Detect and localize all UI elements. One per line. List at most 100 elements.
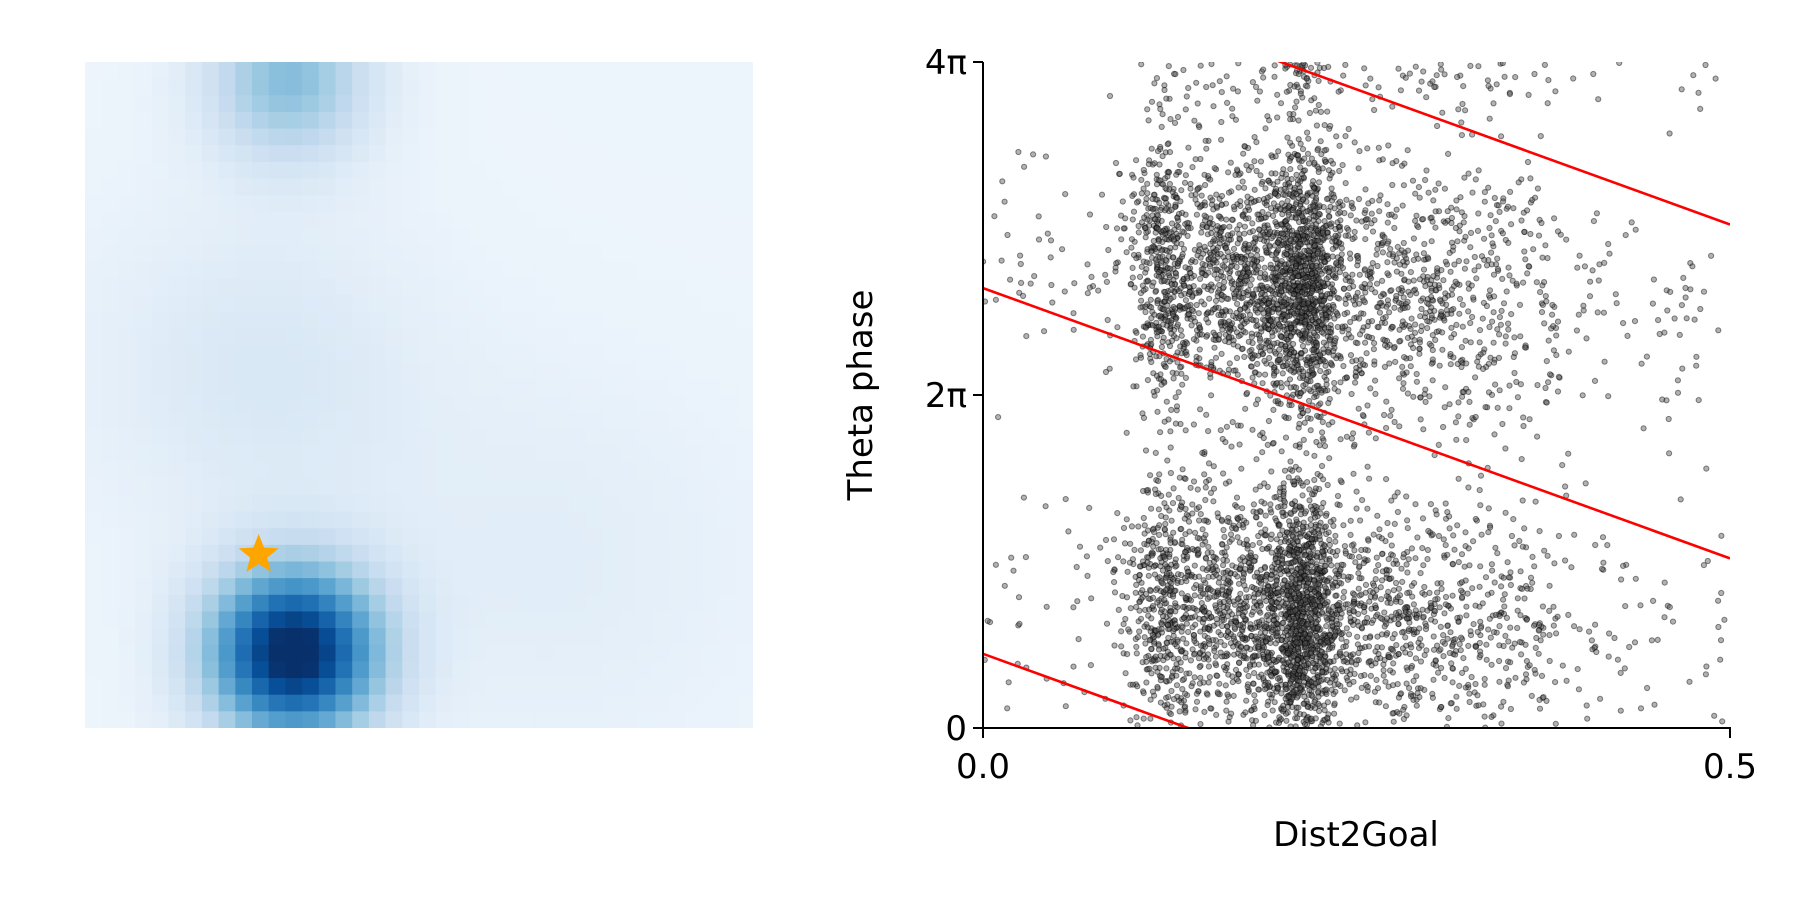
scatter-point — [1503, 288, 1510, 295]
heatmap-cell — [85, 611, 103, 629]
heatmap-cell — [602, 345, 620, 363]
heatmap-cell — [435, 311, 453, 329]
heatmap-cell — [652, 628, 671, 646]
scatter-point — [1201, 451, 1208, 458]
heatmap-cell — [652, 694, 671, 712]
heatmap-cell — [686, 161, 704, 180]
scatter-point — [1530, 622, 1538, 629]
heatmap-cell — [252, 644, 270, 662]
scatter-point — [1302, 630, 1309, 637]
scatter-point — [1315, 145, 1322, 152]
heatmap-cell — [452, 561, 470, 579]
scatter-point — [1432, 186, 1439, 193]
scatter-point — [1531, 563, 1538, 570]
scatter-point — [1410, 344, 1417, 352]
heatmap-cell — [335, 511, 353, 529]
scatter-point — [1104, 558, 1111, 565]
heatmap-cell — [302, 261, 320, 280]
heatmap-cell — [586, 78, 604, 96]
heatmap-cell — [252, 444, 270, 463]
heatmap-cell — [252, 345, 270, 363]
scatter-point — [1195, 688, 1202, 695]
scatter-point — [1302, 208, 1310, 215]
heatmap-cell — [368, 245, 387, 263]
scatter-point — [1319, 429, 1326, 436]
heatmap-cell — [419, 245, 437, 263]
heatmap-cell — [569, 78, 587, 96]
heatmap-cell — [602, 245, 620, 263]
scatter-point — [1467, 62, 1474, 70]
scatter-point — [1350, 621, 1357, 629]
scatter-point — [1295, 259, 1302, 267]
scatter-point — [1496, 331, 1503, 338]
heatmap-cell — [201, 161, 220, 180]
scatter-point — [1073, 563, 1080, 571]
heatmap-cell — [85, 528, 103, 546]
scatter-point — [1227, 531, 1235, 538]
heatmap-cell — [118, 428, 136, 446]
scatter-point — [1044, 230, 1051, 237]
heatmap-cell — [402, 95, 420, 113]
scatter-point — [1150, 237, 1157, 245]
heatmap-cell — [135, 411, 153, 429]
scatter-point — [1287, 466, 1294, 473]
heatmap-cell — [268, 378, 286, 396]
heatmap-cell — [686, 678, 704, 696]
heatmap-cell — [652, 461, 671, 479]
heatmap-cell — [101, 544, 119, 563]
heatmap-cell — [452, 178, 470, 196]
heatmap-cell — [402, 62, 420, 80]
heatmap-cell — [185, 311, 203, 329]
heatmap-cell — [185, 78, 203, 96]
scatter-point — [1111, 579, 1118, 586]
heatmap-cell — [151, 78, 170, 96]
heatmap-cell — [385, 145, 403, 163]
scatter-point — [1182, 475, 1189, 482]
heatmap-cell — [502, 561, 520, 579]
heatmap-cell — [185, 578, 203, 596]
scatter-point — [1407, 269, 1415, 276]
heatmap-cell — [135, 395, 153, 413]
heatmap-cell — [85, 378, 103, 396]
scatter-point — [1295, 556, 1303, 563]
scatter-point — [1442, 500, 1449, 507]
scatter-point — [1453, 321, 1460, 328]
scatter-point — [1284, 329, 1291, 336]
heatmap-cell — [569, 95, 587, 113]
heatmap-cell — [201, 111, 220, 130]
heatmap-cell — [619, 711, 637, 728]
scatter-point — [1455, 559, 1462, 566]
heatmap-cell — [702, 478, 721, 496]
scatter-point — [1354, 618, 1361, 625]
heatmap-cell — [168, 278, 186, 296]
scatter-point — [1286, 518, 1293, 525]
heatmap-cell — [151, 195, 170, 213]
heatmap-cell — [602, 278, 620, 296]
heatmap-cell — [419, 478, 437, 496]
heatmap-cell — [235, 494, 253, 513]
heatmap-cell — [652, 578, 671, 596]
heatmap-cell — [368, 278, 387, 296]
heatmap-cell — [218, 328, 236, 346]
heatmap-cell — [719, 578, 737, 596]
scatter-point — [1457, 72, 1464, 79]
scatter-point — [1234, 88, 1242, 95]
scatter-point — [1162, 311, 1169, 318]
scatter-point — [1435, 532, 1443, 540]
heatmap-cell — [201, 594, 220, 613]
heatmap-cell — [185, 178, 203, 196]
heatmap-cell — [686, 295, 704, 313]
heatmap-cell — [652, 678, 671, 696]
scatter-point — [1192, 613, 1199, 620]
scatter-point — [1070, 310, 1077, 317]
scatter-point — [1271, 699, 1278, 706]
scatter-point — [1273, 574, 1281, 581]
scatter-point — [1256, 686, 1263, 693]
heatmap-cell — [85, 145, 103, 163]
heatmap-cell — [586, 62, 604, 80]
heatmap-cell — [385, 211, 403, 230]
scatter-point — [1318, 462, 1326, 470]
heatmap-cell — [552, 178, 570, 196]
heatmap-cell — [352, 161, 370, 180]
heatmap-cell — [185, 211, 203, 230]
